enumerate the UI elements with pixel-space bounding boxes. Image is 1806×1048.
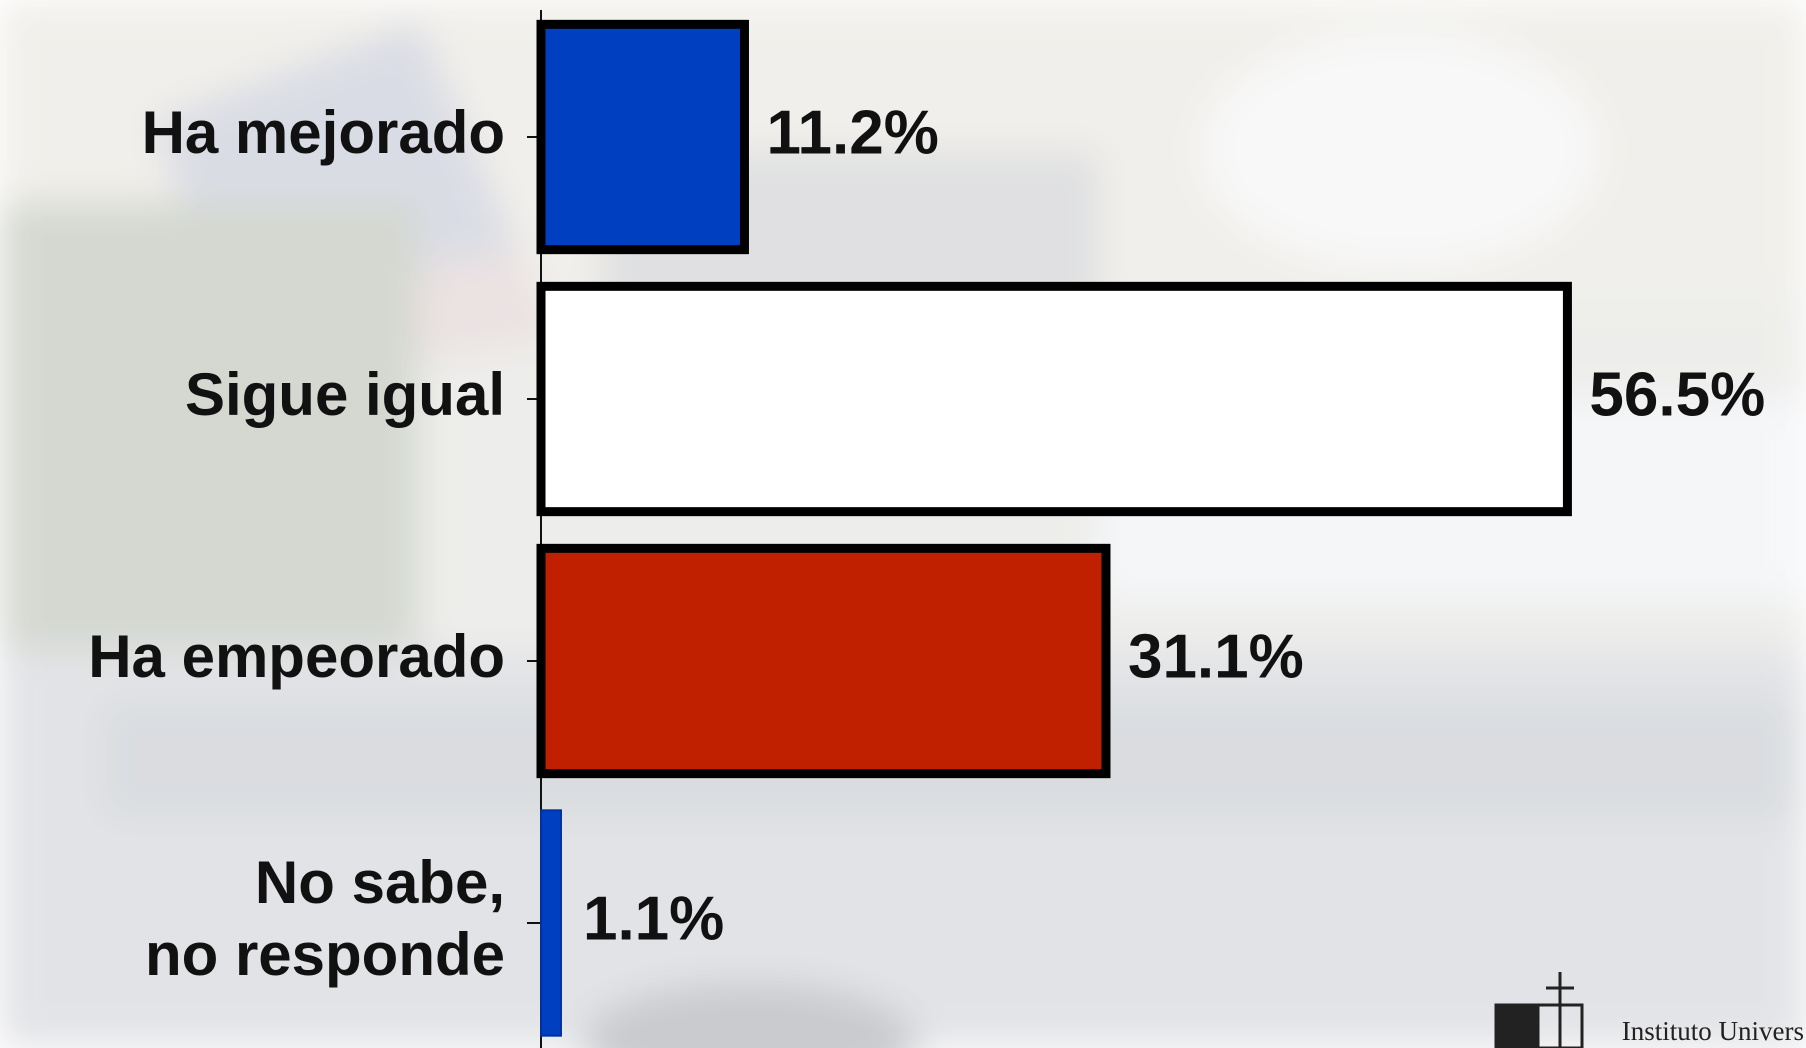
bar (536, 281, 1572, 517)
category-label: No sabe, no responde (145, 849, 505, 988)
value-label: 56.5% (1589, 360, 1765, 429)
bar (536, 19, 749, 255)
logo (1494, 972, 1584, 1048)
bar (540, 809, 562, 1037)
category-label: Sigue igual (185, 361, 505, 428)
value-label: 1.1% (583, 884, 724, 953)
category-label: Ha mejorado (142, 99, 505, 166)
bar (536, 543, 1111, 779)
value-label: 11.2% (766, 98, 938, 167)
value-label: 31.1% (1128, 622, 1304, 691)
footer: Instituto Univers (1622, 1016, 1804, 1046)
category-label: Ha empeorado (88, 623, 505, 690)
